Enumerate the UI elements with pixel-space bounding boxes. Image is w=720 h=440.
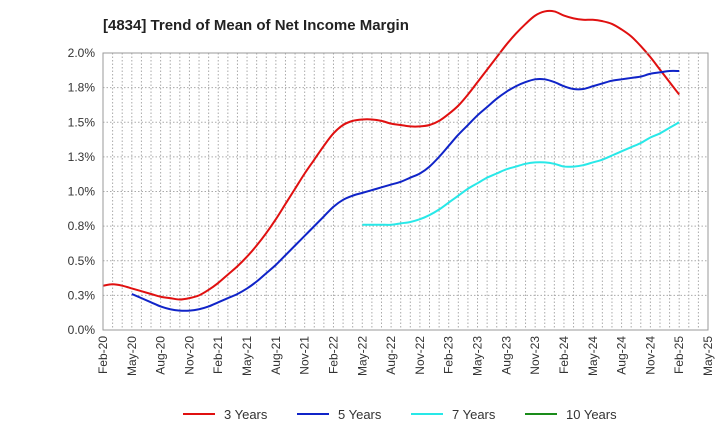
y-tick-label: 2.0% — [68, 46, 96, 60]
x-tick-label: May-21 — [240, 336, 254, 376]
y-tick-label: 0.8% — [68, 219, 96, 233]
x-tick-label: Aug-21 — [269, 336, 283, 375]
chart-title: [4834] Trend of Mean of Net Income Margi… — [103, 17, 409, 34]
x-tick-label: Nov-24 — [643, 336, 657, 375]
x-tick-label: May-24 — [586, 336, 600, 376]
legend-label: 10 Years — [566, 407, 617, 422]
x-tick-label: Aug-22 — [384, 336, 398, 375]
x-axis: Feb-20 May-20 Aug-20 Nov-20 Feb-21 May-21 Aug-… — [96, 336, 715, 376]
y-tick-label: 1.3% — [68, 150, 96, 164]
x-tick-label: Feb-24 — [557, 336, 571, 374]
plot-border — [102, 52, 709, 331]
x-tick-label: Nov-21 — [298, 336, 312, 375]
y-tick-label: 0.5% — [68, 254, 96, 268]
y-tick-label: 0.3% — [68, 288, 96, 302]
x-tick-label: May-25 — [701, 336, 715, 376]
series-lines — [102, 9, 680, 312]
y-tick-label: 0.0% — [68, 323, 96, 337]
x-tick-label: Nov-23 — [528, 336, 542, 375]
legend: 3 Years 5 Years 7 Years 10 Years — [183, 407, 617, 422]
x-tick-label: May-20 — [125, 336, 139, 376]
x-tick-label: Feb-22 — [326, 336, 340, 374]
x-tick-label: Aug-23 — [499, 336, 513, 375]
x-tick-label: Feb-23 — [442, 336, 456, 374]
x-tick-label: Nov-20 — [182, 336, 196, 375]
x-tick-label: Feb-21 — [211, 336, 225, 374]
legend-label: 7 Years — [452, 407, 496, 422]
x-tick-label: May-23 — [471, 336, 485, 376]
series-line-2 — [131, 69, 680, 312]
y-tick-label: 1.8% — [68, 81, 96, 95]
x-tick-label: Feb-20 — [96, 336, 110, 374]
y-tick-label: 1.0% — [68, 185, 96, 199]
y-tick-label: 1.5% — [68, 115, 96, 129]
legend-label: 3 Years — [224, 407, 268, 422]
grid — [103, 53, 708, 330]
x-tick-label: Feb-25 — [672, 336, 686, 374]
x-tick-label: May-22 — [355, 336, 369, 376]
x-tick-label: Nov-22 — [413, 336, 427, 375]
series-line-3 — [362, 121, 680, 226]
x-tick-label: Aug-20 — [154, 336, 168, 375]
legend-label: 5 Years — [338, 407, 382, 422]
y-axis: 0.0% 0.3% 0.5% 0.8% 1.0% 1.3% 1.5% 1.8% 2.0% — [68, 46, 96, 337]
series-line-1 — [102, 9, 680, 301]
x-tick-label: Aug-24 — [615, 336, 629, 375]
